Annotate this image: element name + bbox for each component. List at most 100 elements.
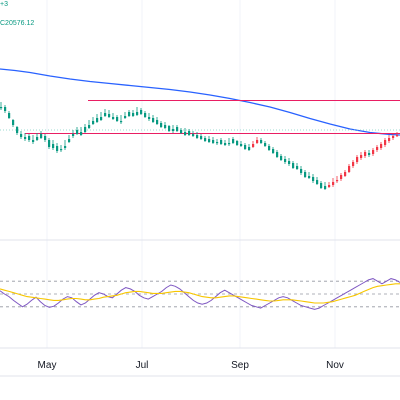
candle-body bbox=[332, 182, 335, 185]
candle-body bbox=[260, 140, 263, 143]
x-tick-jul: Jul bbox=[135, 360, 149, 371]
candle-96 bbox=[384, 138, 387, 147]
candle-body bbox=[92, 121, 95, 124]
candle-body bbox=[196, 135, 199, 138]
candle-48 bbox=[192, 131, 195, 137]
candle-18 bbox=[72, 130, 75, 138]
candle-20 bbox=[80, 127, 83, 136]
candle-23 bbox=[92, 117, 95, 125]
candle-body bbox=[216, 142, 219, 144]
candle-body bbox=[124, 116, 127, 118]
candle-24 bbox=[96, 114, 99, 123]
x-tick-nov: Nov bbox=[326, 360, 344, 371]
candle-body bbox=[280, 156, 283, 160]
candle-body bbox=[224, 143, 227, 145]
candle-75 bbox=[300, 166, 303, 175]
candle-body bbox=[180, 130, 183, 133]
grid bbox=[46, 0, 336, 348]
candle-64 bbox=[256, 137, 259, 144]
oscillator-line bbox=[0, 278, 400, 310]
candle-body bbox=[292, 163, 295, 168]
candle-68 bbox=[272, 147, 275, 154]
candle-89 bbox=[356, 155, 359, 164]
candle-67 bbox=[268, 144, 271, 151]
candle-body bbox=[68, 139, 71, 142]
candle-body bbox=[324, 186, 327, 189]
candle-body bbox=[80, 132, 83, 135]
candle-body bbox=[236, 141, 239, 145]
candle-21 bbox=[84, 124, 87, 133]
candle-body bbox=[88, 125, 91, 128]
candle-body bbox=[156, 120, 159, 124]
candle-body bbox=[184, 132, 187, 135]
candle-body bbox=[104, 113, 107, 116]
candle-body bbox=[116, 117, 119, 121]
candle-87 bbox=[348, 164, 351, 173]
candle-body bbox=[308, 176, 311, 178]
candle-body bbox=[336, 180, 339, 182]
candle-body bbox=[36, 137, 39, 140]
candle-26 bbox=[104, 109, 107, 117]
candle-39 bbox=[156, 117, 159, 125]
candle-body bbox=[76, 130, 79, 134]
candle-body bbox=[284, 159, 287, 162]
candle-99 bbox=[396, 132, 399, 137]
candle-body bbox=[220, 140, 223, 144]
candle-17 bbox=[68, 135, 71, 143]
candle-body bbox=[12, 120, 15, 125]
candle-body bbox=[288, 161, 291, 164]
candle-88 bbox=[352, 160, 355, 168]
candle-13 bbox=[52, 140, 55, 150]
candle-body bbox=[16, 127, 19, 133]
candle-body bbox=[56, 146, 59, 151]
moving-average bbox=[0, 68, 400, 136]
candle-body bbox=[328, 185, 331, 187]
candle-59 bbox=[236, 140, 239, 146]
candle-78 bbox=[312, 174, 315, 183]
candle-body bbox=[276, 152, 279, 157]
candle-8 bbox=[32, 135, 35, 144]
candle-body bbox=[320, 183, 323, 188]
candle-body bbox=[100, 117, 103, 120]
candle-83 bbox=[332, 178, 335, 187]
candle-79 bbox=[316, 177, 319, 185]
candle-44 bbox=[176, 125, 179, 132]
candles bbox=[0, 102, 399, 190]
candle-body bbox=[364, 152, 367, 156]
candle-body bbox=[248, 147, 251, 150]
candle-36 bbox=[144, 111, 147, 118]
candle-92 bbox=[368, 150, 371, 157]
candle-body bbox=[40, 134, 43, 138]
candle-body bbox=[140, 110, 143, 114]
candle-42 bbox=[168, 125, 171, 132]
candle-body bbox=[232, 139, 235, 143]
candle-body bbox=[296, 166, 299, 169]
candle-32 bbox=[128, 110, 131, 117]
candle-body bbox=[188, 131, 191, 135]
candle-body bbox=[152, 118, 155, 122]
candle-15 bbox=[60, 145, 63, 152]
candle-82 bbox=[328, 182, 331, 188]
candle-body bbox=[356, 157, 359, 162]
candle-35 bbox=[140, 108, 143, 115]
candle-77 bbox=[308, 172, 311, 179]
candle-86 bbox=[344, 170, 347, 177]
candle-body bbox=[344, 172, 347, 176]
candle-5 bbox=[20, 131, 23, 139]
candle-94 bbox=[376, 145, 379, 152]
candle-27 bbox=[108, 110, 111, 118]
price-levels bbox=[0, 99, 400, 135]
ma-line bbox=[0, 68, 400, 136]
candle-body bbox=[256, 140, 259, 143]
candle-body bbox=[136, 112, 139, 115]
x-tick-sep: Sep bbox=[231, 360, 249, 371]
candle-body bbox=[392, 136, 395, 138]
candle-body bbox=[360, 155, 363, 158]
x-tick-may: May bbox=[37, 360, 57, 371]
candle-30 bbox=[120, 115, 123, 124]
candle-12 bbox=[48, 138, 51, 149]
candle-body bbox=[340, 175, 343, 179]
candle-body bbox=[208, 139, 211, 142]
